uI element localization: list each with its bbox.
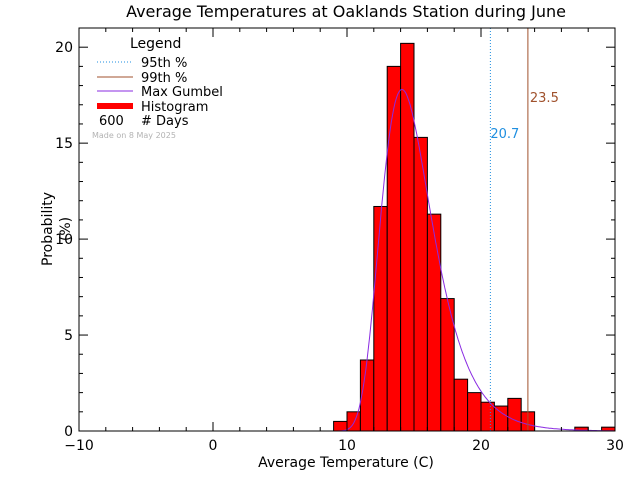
legend-title: Legend	[130, 36, 181, 52]
histogram-bar	[480, 401, 495, 432]
histogram-bar	[453, 378, 469, 432]
percentile-lines: 20.7 23.5	[489, 28, 559, 431]
gumbel-line	[320, 88, 614, 432]
chart-title: Average Temperatures at Oaklands Station…	[126, 2, 566, 21]
histogram-bar	[333, 420, 348, 432]
y-axis-label-text: Probability (%)	[40, 192, 74, 266]
x-tick-label: 0	[209, 438, 218, 454]
x-tick-label: 20	[472, 438, 490, 454]
legend-item-label: Histogram	[141, 100, 208, 115]
legend-count: 600	[99, 114, 124, 129]
gumbel-curve	[320, 88, 614, 432]
histogram-bar	[507, 397, 522, 432]
histogram-bar	[400, 42, 415, 432]
histogram-bar	[426, 213, 442, 432]
y-tick-label: 15	[55, 136, 73, 152]
watermark: Made on 8 May 2025	[92, 131, 176, 140]
legend-count-label: # Days	[141, 114, 189, 129]
legend-item-label: 95th %	[141, 56, 187, 71]
x-tick-label: 30	[606, 438, 624, 454]
histogram-bar	[493, 405, 509, 432]
y-axis-label: Probability (%)	[40, 192, 74, 266]
y-tick-label: 0	[64, 424, 73, 440]
percentile-label: 20.7	[490, 127, 519, 142]
x-tick-label: 10	[338, 438, 356, 454]
y-tick-label: 10	[55, 232, 73, 248]
histogram-bar	[359, 359, 375, 432]
x-axis-label: Average Temperature (C)	[258, 455, 434, 471]
y-tick-label: 20	[55, 40, 73, 56]
legend-item-label: Max Gumbel	[141, 85, 223, 100]
legend-item-label: 99th %	[141, 71, 187, 86]
histogram-bar	[467, 392, 482, 432]
x-tick-label: −10	[64, 438, 94, 454]
legend-swatch-histogram	[97, 103, 133, 109]
percentile-label: 23.5	[530, 91, 559, 106]
y-tick-label: 5	[64, 328, 73, 344]
histogram-bar	[373, 205, 388, 432]
histogram-bars	[333, 42, 616, 432]
histogram-bar	[386, 65, 402, 432]
